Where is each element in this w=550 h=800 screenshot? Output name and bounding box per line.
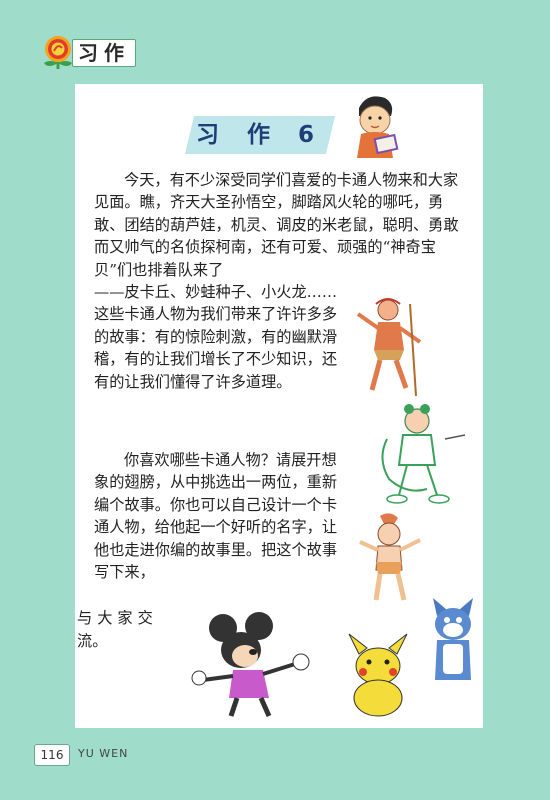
page-content: 习 作 6 今天，有不少深受同学们喜爱的卡通人物来和大家见面。瞧，齐天大圣孙悟空… [75, 84, 483, 728]
paragraph-1-bottom: ——皮卡丘、妙蛙种子、小火龙……这些卡通人物为我们带来了许许多多的故事：有的惊险… [94, 283, 337, 391]
paragraph-1-top: 今天，有不少深受同学们喜爱的卡通人物来和大家见面。瞧，齐天大圣孙悟空，脚踏风火轮… [94, 171, 459, 279]
boy-reading-illustration-icon [357, 96, 399, 158]
blue-cat-illustration-icon [433, 598, 473, 680]
calabash-brother-illustration-icon [359, 513, 421, 601]
paragraph-2-tail-1: 与大家交 [77, 609, 158, 627]
paragraph-2-tail-2: 流。 [77, 632, 108, 650]
pikachu-illustration-icon [348, 633, 408, 717]
page-title: 习 作 6 [195, 122, 325, 148]
title-banner: 习 作 6 [185, 106, 365, 160]
book-label: YU WEN [78, 747, 129, 760]
section-header: 习作 [34, 33, 138, 73]
section-label: 习作 [72, 39, 136, 67]
mickey-mouse-illustration-icon [191, 612, 310, 718]
title-band [185, 116, 335, 154]
sunflower-logo-icon [44, 36, 72, 69]
nezha-illustration-icon [381, 404, 466, 504]
sun-wukong-illustration-icon [356, 298, 422, 397]
paragraph-2: 你喜欢哪些卡通人物？请展开想象的翅膀，从中挑选出一两位，重新编个故事。你也可以自… [94, 451, 337, 582]
page-number: 116 [34, 744, 70, 766]
